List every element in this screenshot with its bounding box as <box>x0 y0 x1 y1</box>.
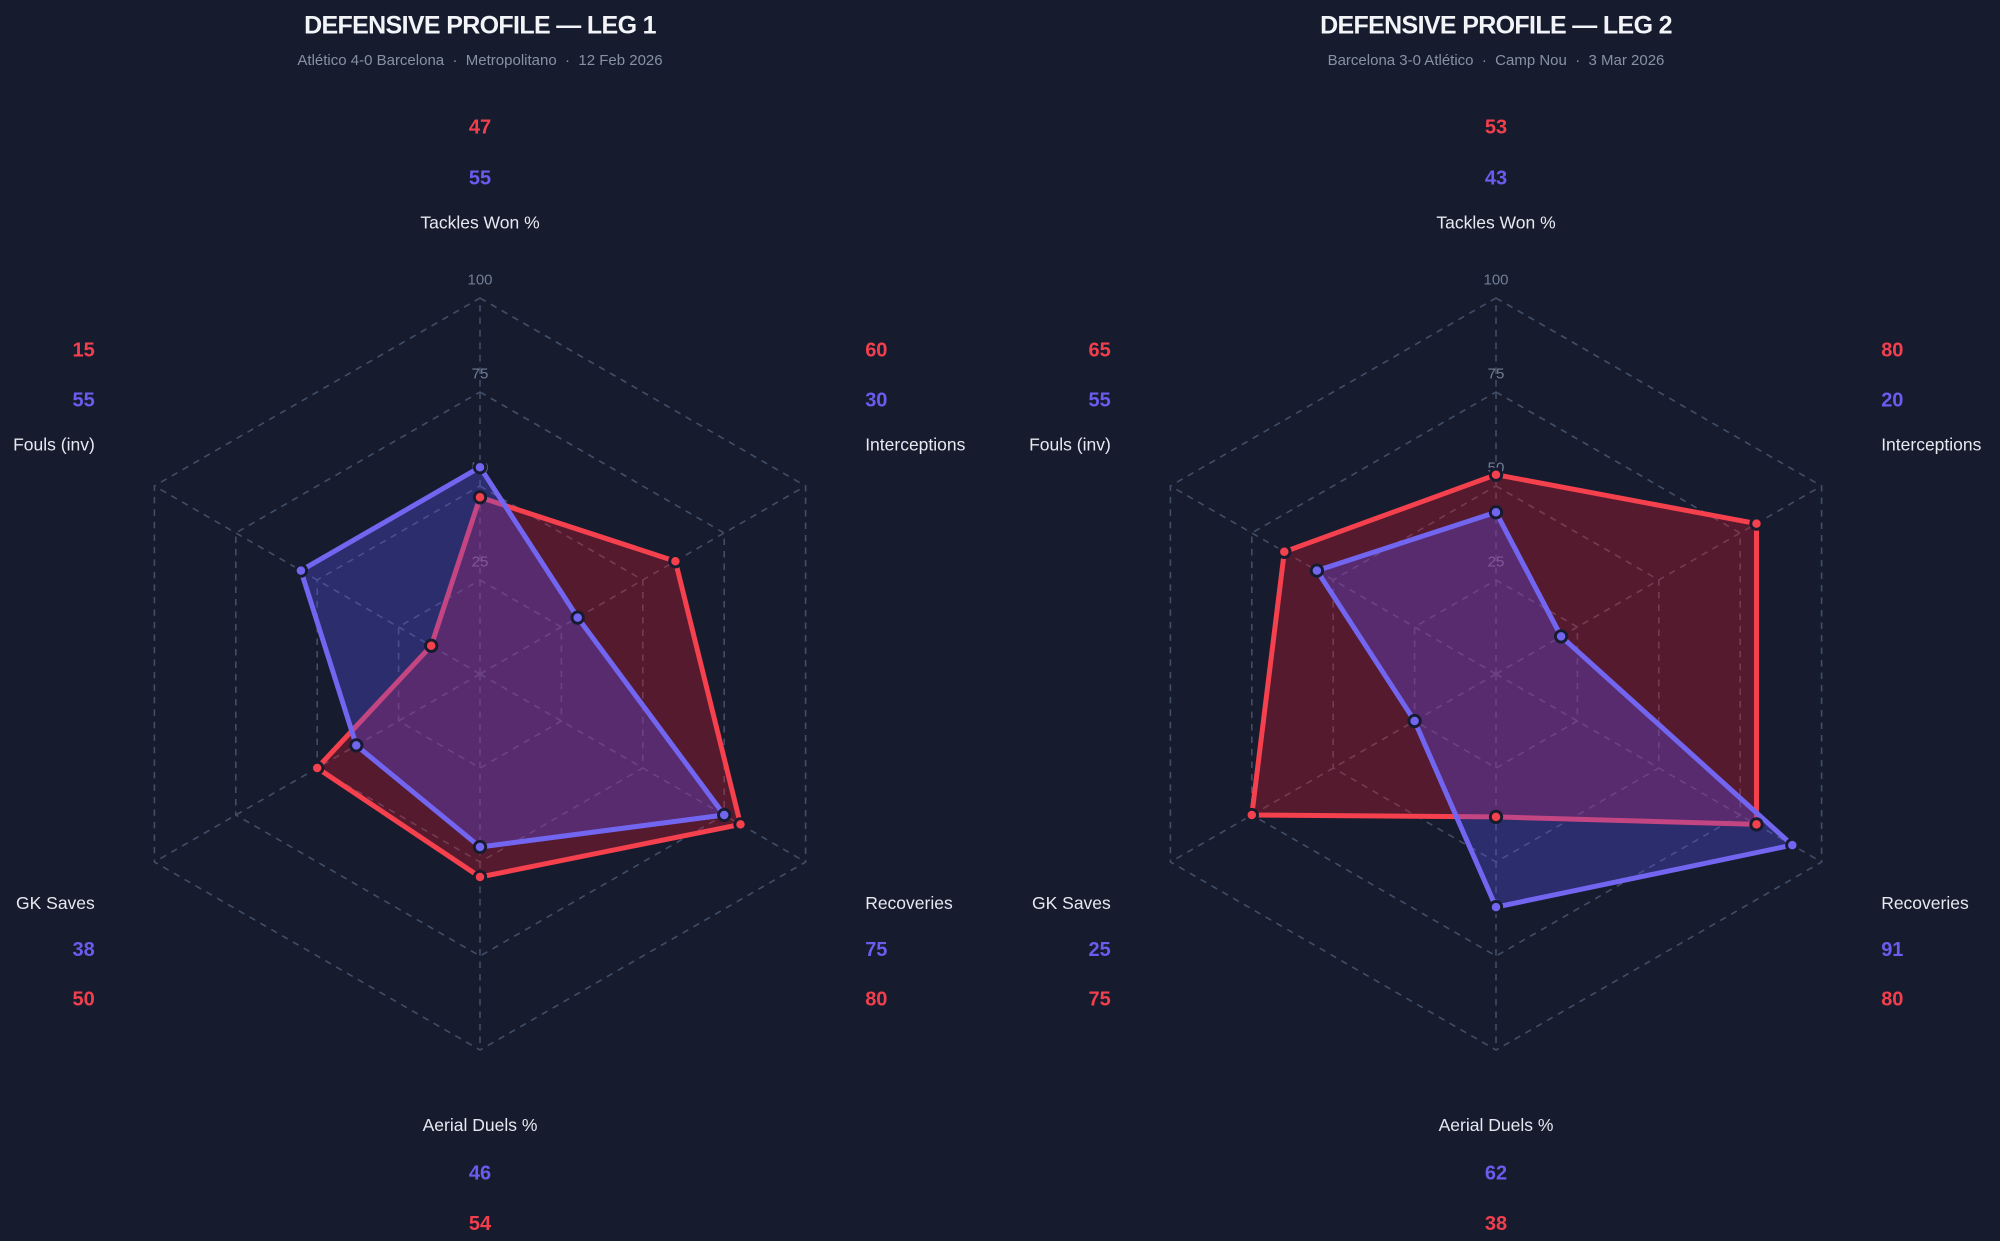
svg-text:Recoveries: Recoveries <box>1881 893 1969 913</box>
svg-text:75: 75 <box>472 365 489 382</box>
svg-text:75: 75 <box>1089 988 1111 1010</box>
svg-text:50: 50 <box>73 988 95 1010</box>
svg-text:Tackles Won %: Tackles Won % <box>1436 213 1555 233</box>
svg-text:Recoveries: Recoveries <box>865 893 953 913</box>
svg-text:38: 38 <box>73 939 95 961</box>
svg-text:47: 47 <box>469 117 491 139</box>
svg-text:43: 43 <box>1485 167 1507 189</box>
svg-text:75: 75 <box>865 939 887 961</box>
svg-text:55: 55 <box>1089 389 1111 411</box>
svg-text:65: 65 <box>1089 339 1111 361</box>
svg-text:20: 20 <box>1881 389 1903 411</box>
svg-text:55: 55 <box>469 167 491 189</box>
svg-text:Aerial Duels %: Aerial Duels % <box>1439 1115 1554 1135</box>
svg-text:91: 91 <box>1881 939 1903 961</box>
svg-text:25: 25 <box>472 553 489 570</box>
svg-text:Atlético 4-0 Barcelona · Met: Atlético 4-0 Barcelona · Metropolitano ·… <box>297 52 662 69</box>
svg-text:80: 80 <box>1881 988 1903 1010</box>
svg-text:GK Saves: GK Saves <box>1032 893 1111 913</box>
svg-text:55: 55 <box>73 389 95 411</box>
svg-text:53: 53 <box>1485 117 1507 139</box>
svg-text:100: 100 <box>467 271 492 288</box>
svg-text:Fouls (inv): Fouls (inv) <box>1029 434 1111 454</box>
svg-text:Aerial Duels %: Aerial Duels % <box>423 1115 538 1135</box>
svg-text:30: 30 <box>865 389 887 411</box>
svg-text:GK Saves: GK Saves <box>16 893 95 913</box>
svg-text:Fouls (inv): Fouls (inv) <box>13 434 95 454</box>
svg-text:Tackles Won %: Tackles Won % <box>420 213 539 233</box>
svg-text:38: 38 <box>1485 1213 1507 1235</box>
svg-text:25: 25 <box>1089 939 1111 961</box>
svg-text:46: 46 <box>469 1163 491 1185</box>
svg-text:54: 54 <box>469 1213 492 1235</box>
svg-text:Interceptions: Interceptions <box>1881 434 1981 454</box>
svg-text:Interceptions: Interceptions <box>865 434 965 454</box>
svg-text:100: 100 <box>1483 271 1508 288</box>
svg-text:62: 62 <box>1485 1163 1507 1185</box>
svg-text:DEFENSIVE PROFILE — LEG 1: DEFENSIVE PROFILE — LEG 1 <box>304 11 657 39</box>
svg-text:75: 75 <box>1488 365 1505 382</box>
svg-text:DEFENSIVE PROFILE — LEG 2: DEFENSIVE PROFILE — LEG 2 <box>1320 11 1672 39</box>
svg-text:Barcelona 3-0 Atlético · Cam: Barcelona 3-0 Atlético · Camp Nou · 3 Ma… <box>1328 52 1665 69</box>
svg-text:80: 80 <box>865 988 887 1010</box>
svg-text:80: 80 <box>1881 339 1903 361</box>
svg-text:15: 15 <box>73 339 95 361</box>
svg-text:25: 25 <box>1488 553 1505 570</box>
svg-text:60: 60 <box>865 339 887 361</box>
